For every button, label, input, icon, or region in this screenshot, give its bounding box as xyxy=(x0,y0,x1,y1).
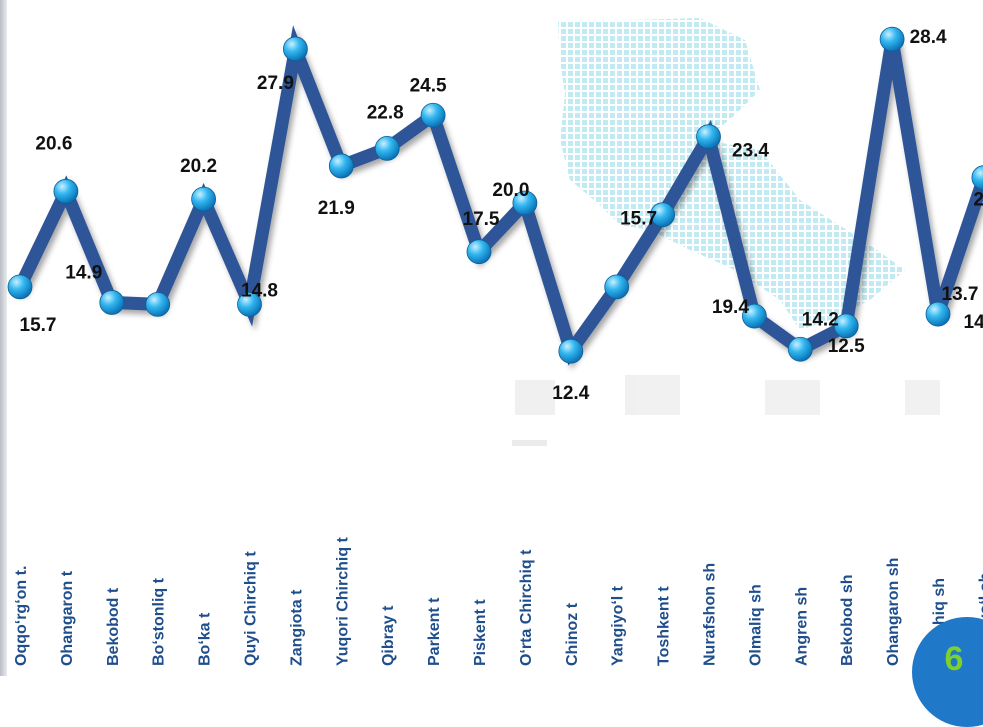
data-point-marker xyxy=(374,135,400,161)
data-point-marker xyxy=(282,36,308,62)
x-tick-label: Bekobod t xyxy=(105,587,122,666)
markers xyxy=(7,26,983,364)
left-edge-decoration xyxy=(0,0,7,676)
x-tick-label: Angren sh xyxy=(793,587,810,666)
data-point-marker xyxy=(328,153,354,179)
data-label: 21.9 xyxy=(318,198,355,219)
x-tick-label: Chinoz t xyxy=(564,602,581,666)
data-label: 28.4 xyxy=(910,27,947,48)
x-tick-label: O‘rta Chirchiq t xyxy=(518,549,535,666)
data-label: 14.8 xyxy=(241,280,278,301)
data-point-marker xyxy=(650,202,675,228)
data-label: 17.5 xyxy=(463,209,500,230)
data-label: 14.9 xyxy=(65,262,102,283)
data-point-marker xyxy=(833,313,859,339)
data-point-marker xyxy=(53,178,79,204)
x-tick-label: Bo‘ka t xyxy=(197,612,214,666)
x-tick-label: Quyi Chirchiq t xyxy=(243,551,260,666)
data-label: 23.4 xyxy=(732,141,769,162)
data-label: 14.3 xyxy=(964,312,983,333)
x-tick-label: Piskent t xyxy=(472,599,489,666)
data-label: 12.4 xyxy=(552,383,589,404)
data-label: 15.7 xyxy=(20,315,57,336)
x-tick-label: Ohangaron t xyxy=(59,570,76,666)
data-point-marker xyxy=(145,291,171,317)
data-point-marker xyxy=(191,186,217,212)
data-label: 20.6 xyxy=(35,133,72,154)
data-point-marker xyxy=(420,102,446,128)
data-point-marker xyxy=(604,274,630,300)
x-tick-label: Olmaliq sh xyxy=(747,584,764,666)
x-tick-label: Bekobod sh xyxy=(839,574,856,666)
data-point-marker xyxy=(879,26,905,52)
x-tick-label: Parkent t xyxy=(426,597,443,666)
x-tick-label: Zangiota t xyxy=(288,589,305,666)
data-label: 27.9 xyxy=(257,73,294,94)
data-label: 14.2 xyxy=(802,309,839,330)
x-tick-label: Ohangaron sh xyxy=(885,558,902,666)
data-label: 15.7 xyxy=(620,209,657,230)
data-point-marker xyxy=(99,290,125,315)
data-label: 12.5 xyxy=(828,336,865,357)
data-point-marker xyxy=(558,338,584,364)
data-point-marker xyxy=(787,336,813,362)
x-tick-label: Bo‘stonliq t xyxy=(151,577,168,666)
data-point-marker xyxy=(925,301,951,327)
data-point-marker xyxy=(237,291,262,317)
data-point-marker xyxy=(742,303,767,329)
data-point-marker xyxy=(466,239,492,265)
map-silhouette xyxy=(558,18,905,330)
data-label: 19.4 xyxy=(712,297,749,318)
x-tick-label: Qibray t xyxy=(380,605,397,666)
data-label: 21.3 xyxy=(973,190,983,211)
series-line xyxy=(13,25,983,366)
x-axis-tick-labels: Oqqo‘rg‘on t. Ohangaron t Bekobod t Bo‘ston… xyxy=(13,536,983,666)
data-point-marker xyxy=(696,124,721,150)
data-labels: 15.7 20.6 14.9 20.2 14.8 27.9 21.9 22.8 24.5 17.5… xyxy=(20,27,983,404)
data-label: 13.7 xyxy=(942,284,979,305)
x-tick-label: Yuqori Chirchiq t xyxy=(334,536,351,666)
line-chart: 15.7 20.6 14.9 20.2 14.8 27.9 21.9 22.8 24.5 17.5… xyxy=(7,18,983,666)
x-tick-label: Toshkent t xyxy=(656,586,673,666)
x-tick-label: Nurafshon sh xyxy=(702,563,719,666)
x-tick-label: Yangiyo‘l t xyxy=(610,585,627,666)
x-tick-label: Oqqo‘rg‘on t. xyxy=(13,566,30,666)
data-label: 24.5 xyxy=(410,75,447,96)
data-point-marker xyxy=(971,165,983,191)
data-label: 20.0 xyxy=(492,180,529,201)
faint-background-shapes xyxy=(512,375,940,446)
data-point-marker xyxy=(7,274,33,300)
data-label: 20.2 xyxy=(180,156,217,177)
data-point-marker xyxy=(512,190,538,216)
data-label: 22.8 xyxy=(367,102,404,123)
page-number: 6 xyxy=(944,640,964,678)
